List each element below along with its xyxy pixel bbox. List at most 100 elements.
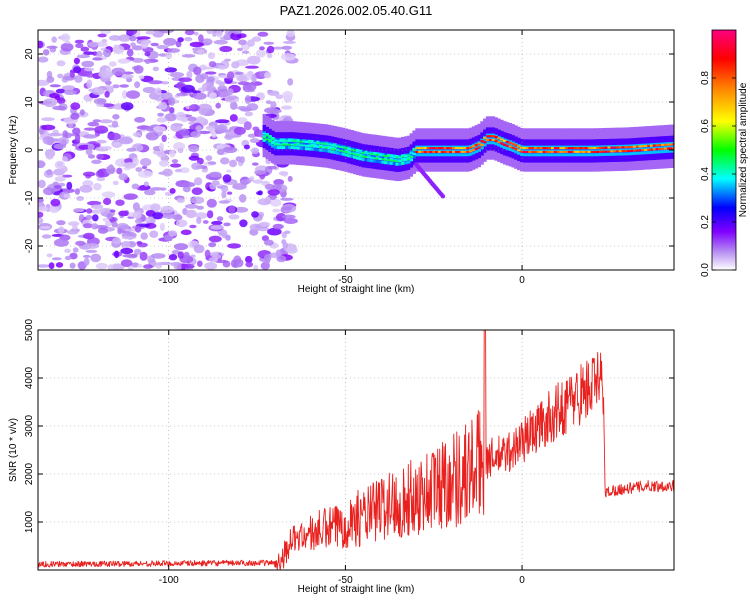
- heat-cell: [669, 151, 674, 156]
- heat-cell: [582, 132, 586, 138]
- heat-cell: [443, 132, 447, 138]
- heat-cell: [398, 141, 402, 147]
- heat-cell: [271, 154, 275, 160]
- heat-cell: [82, 171, 96, 177]
- heat-cell: [664, 143, 668, 146]
- heat-cell: [285, 132, 289, 137]
- heat-cell: [276, 124, 281, 130]
- heat-cell: [333, 164, 337, 170]
- heat-cell: [474, 151, 479, 156]
- heat-cell: [144, 51, 151, 57]
- heat-cell: [539, 154, 544, 159]
- heat-cell: [361, 151, 366, 154]
- heat-cell: [296, 160, 301, 165]
- heat-cell: [193, 177, 203, 186]
- heat-cell: [327, 147, 332, 150]
- heat-cell: [158, 101, 168, 110]
- heat-cell: [638, 141, 643, 146]
- heat-cell: [82, 223, 93, 229]
- heat-cell: [480, 155, 484, 161]
- heat-cell: [152, 66, 160, 72]
- heat-cell: [120, 102, 134, 111]
- heat-cell: [613, 135, 617, 141]
- heat-cell: [347, 155, 351, 160]
- heat-cell: [234, 71, 244, 76]
- heat-cell: [491, 131, 496, 136]
- colorbar-tick-label: 0.8: [700, 71, 711, 85]
- heat-cell: [570, 153, 575, 157]
- heat-cell: [339, 149, 343, 152]
- heat-cell: [238, 39, 247, 46]
- heat-cell: [344, 154, 349, 159]
- heat-cell: [353, 155, 357, 159]
- heat-cell: [474, 159, 479, 165]
- heat-cell: [485, 138, 490, 141]
- heat-cell: [545, 143, 549, 148]
- heat-cell: [350, 141, 354, 146]
- heat-cell: [491, 120, 496, 126]
- heat-cell: [307, 133, 312, 138]
- heat-cell: [601, 162, 606, 168]
- heat-cell: [502, 121, 507, 127]
- heat-cell: [502, 124, 507, 130]
- heat-cell: [635, 151, 640, 155]
- heat-cell: [480, 146, 484, 150]
- heat-cell: [638, 130, 643, 136]
- heat-cell: [613, 158, 617, 162]
- heat-cell: [322, 154, 326, 159]
- heat-cell: [164, 113, 177, 122]
- heat-cell: [361, 148, 366, 152]
- heat-cell: [477, 150, 481, 155]
- heat-cell: [491, 146, 496, 151]
- heat-cell: [384, 170, 388, 176]
- heat-cell: [307, 126, 312, 132]
- heat-cell: [375, 173, 380, 179]
- heat-cell: [584, 154, 589, 159]
- heat-cell: [378, 154, 382, 157]
- heat-cell: [548, 139, 552, 144]
- heat-cell: [316, 146, 320, 148]
- heat-cell: [426, 166, 431, 172]
- heat-cell: [435, 158, 439, 163]
- heat-cell: [446, 150, 450, 153]
- heat-cell: [290, 128, 295, 134]
- heat-cell: [562, 166, 566, 172]
- heat-cell: [593, 132, 597, 138]
- heat-cell: [553, 162, 558, 168]
- heat-cell: [449, 136, 453, 141]
- heat-cell: [565, 143, 569, 148]
- snr-y-axis-label: SNR (10 * v/v): [8, 418, 19, 482]
- heat-cell: [528, 162, 532, 168]
- heat-cell: [443, 136, 447, 141]
- heat-cell: [491, 124, 496, 129]
- heat-cell: [404, 166, 408, 171]
- heat-cell: [565, 153, 569, 157]
- heat-cell: [109, 209, 116, 213]
- heat-cell: [251, 36, 262, 42]
- heat-cell: [477, 138, 481, 143]
- heat-cell: [265, 140, 269, 144]
- heat-cell: [604, 131, 609, 137]
- heat-cell: [567, 143, 572, 148]
- heat-cell: [372, 157, 377, 160]
- heat-cell: [47, 132, 63, 137]
- heat-cell: [562, 132, 566, 138]
- heat-cell: [582, 147, 586, 150]
- heat-cell: [534, 162, 538, 168]
- heat-cell: [531, 166, 535, 172]
- heat-cell: [230, 101, 238, 110]
- heat-cell: [344, 153, 349, 157]
- heat-cell: [296, 144, 301, 147]
- heat-cell: [110, 263, 125, 270]
- heat-cell: [505, 152, 510, 157]
- heat-cell: [157, 112, 165, 117]
- heat-cell: [174, 83, 187, 88]
- heat-cell: [370, 149, 374, 154]
- heat-cell: [43, 187, 55, 196]
- heat-cell: [616, 131, 620, 137]
- heat-cell: [307, 160, 312, 166]
- heat-cell: [336, 145, 340, 148]
- heat-cell: [630, 152, 634, 156]
- heat-cell: [285, 159, 289, 165]
